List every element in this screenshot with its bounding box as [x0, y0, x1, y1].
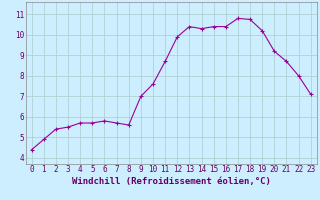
X-axis label: Windchill (Refroidissement éolien,°C): Windchill (Refroidissement éolien,°C) [72, 177, 271, 186]
